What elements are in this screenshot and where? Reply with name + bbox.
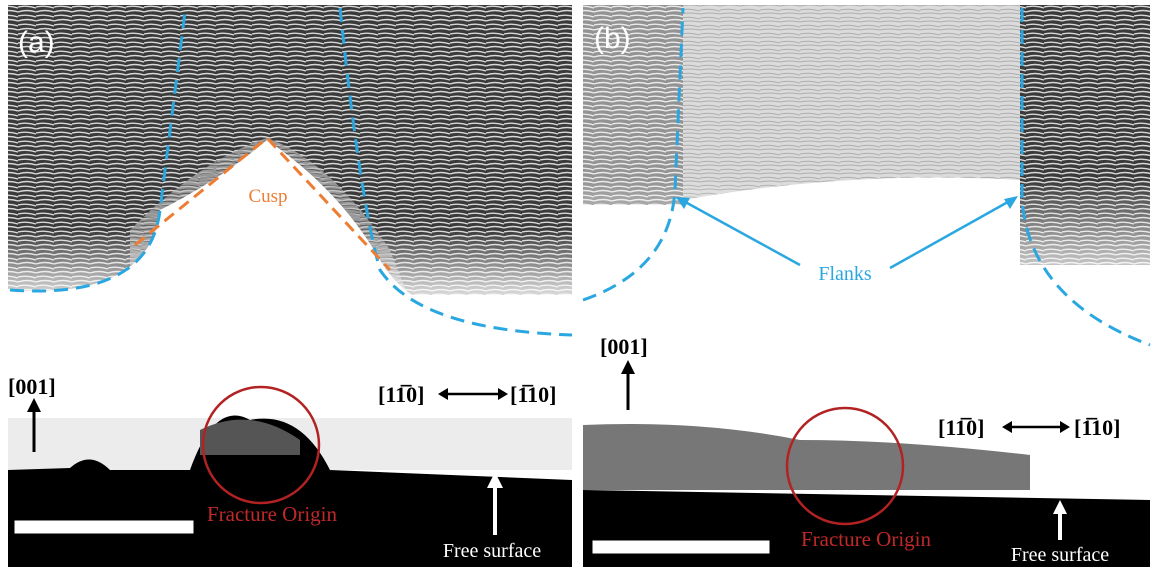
panel-label: (b)	[594, 22, 631, 55]
scale-label: 40µm	[93, 508, 116, 518]
direction-label: [11̅0]	[938, 415, 984, 440]
panel-b: (b) Flanks [001] [11̅0] [1̅10] Fracture …	[583, 5, 1150, 567]
direction-label: [11̅0]	[378, 382, 424, 407]
annotation: Free surface	[443, 540, 541, 562]
direction-label: [001]	[8, 374, 56, 399]
scale-label: 40µm	[670, 528, 693, 538]
annotation: Free surface	[1011, 544, 1109, 566]
figure: (a) Cusp [001] [11̅0] [1̅10] Fracture Or…	[0, 0, 1153, 571]
direction-label: [001]	[600, 334, 648, 359]
annotation: Flanks	[818, 263, 872, 285]
panel-a: (a) Cusp [001] [11̅0] [1̅10] Fracture Or…	[8, 5, 572, 567]
direction-label: [1̅10]	[510, 382, 556, 407]
annotation: Cusp	[248, 186, 287, 207]
annotation: Fracture Origin	[207, 502, 338, 526]
direction-label: [1̅10]	[1074, 415, 1120, 440]
panel-label: (a)	[18, 26, 55, 59]
annotation: Fracture Origin	[801, 527, 932, 551]
